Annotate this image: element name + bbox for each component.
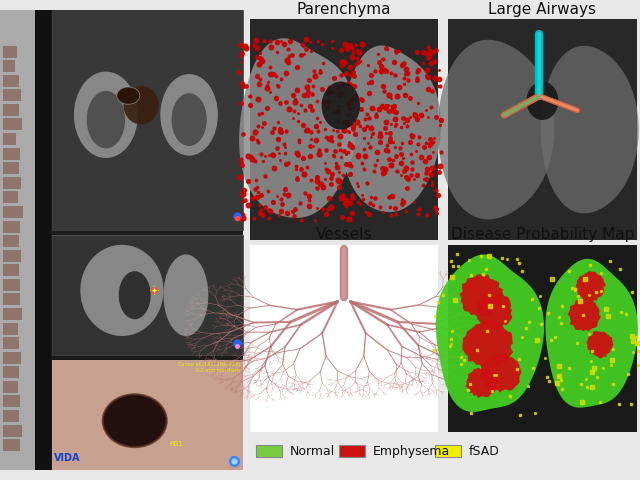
Bar [3,148,19,160]
Bar [3,220,20,232]
Text: VIDA: VIDA [54,453,81,463]
Ellipse shape [102,395,166,447]
Polygon shape [239,38,357,218]
Polygon shape [541,46,639,214]
Bar [3,323,15,335]
Bar [3,337,22,349]
Bar [3,308,17,320]
Bar [35,10,243,470]
Bar [3,425,18,437]
Bar [3,89,23,101]
Bar [3,75,20,87]
Polygon shape [586,331,614,359]
Bar [256,445,282,457]
Bar [448,245,637,432]
Bar [3,410,20,422]
Bar [3,46,23,58]
Ellipse shape [160,74,218,156]
Text: Large Airways: Large Airways [488,2,596,17]
Polygon shape [438,40,554,219]
Bar [435,445,461,457]
Bar [3,235,16,247]
Text: RB1: RB1 [170,441,183,447]
Bar [3,162,17,174]
Bar [3,279,16,291]
Polygon shape [436,254,544,412]
Bar [3,381,21,393]
Polygon shape [465,368,497,398]
Polygon shape [575,271,605,302]
Bar [3,133,19,145]
Ellipse shape [321,82,360,130]
Polygon shape [481,354,522,393]
Bar [35,10,51,470]
Bar [3,366,24,378]
Text: fSAD: fSAD [468,444,499,458]
Text: Emphysema: Emphysema [372,444,450,458]
Bar [3,206,16,218]
Bar [3,192,20,204]
Text: Vessels: Vessels [316,228,372,242]
Polygon shape [460,274,504,317]
Bar [3,177,18,189]
Text: Cursor at (181, 202, 223)
0.2 mm min diam: Cursor at (181, 202, 223) 0.2 mm min dia… [178,362,240,373]
Text: Parenchyma: Parenchyma [297,2,391,17]
Bar [250,19,438,240]
Bar [250,245,438,432]
Bar [3,396,19,408]
Ellipse shape [124,86,159,124]
Ellipse shape [119,271,151,319]
Circle shape [116,87,140,104]
Bar [448,19,637,240]
Ellipse shape [526,82,559,120]
Polygon shape [342,46,441,212]
Ellipse shape [164,254,209,336]
Bar [3,264,19,276]
Polygon shape [545,259,638,408]
Bar [0,10,35,470]
Polygon shape [476,292,513,331]
Text: Normal: Normal [289,444,335,458]
Bar [3,60,23,72]
Bar [3,293,17,305]
Bar [52,235,243,355]
Bar [3,119,20,131]
Bar [250,19,438,240]
Bar [3,439,20,451]
Bar [52,10,243,230]
Bar [3,250,22,262]
Bar [3,352,16,364]
Bar [3,104,22,116]
Ellipse shape [172,93,207,146]
Bar [52,360,243,470]
Ellipse shape [81,245,164,336]
Ellipse shape [86,91,125,148]
Ellipse shape [74,72,138,158]
Text: Disease Probability Map: Disease Probability Map [451,228,634,242]
Polygon shape [568,300,600,331]
Polygon shape [462,320,513,369]
Bar [339,445,365,457]
